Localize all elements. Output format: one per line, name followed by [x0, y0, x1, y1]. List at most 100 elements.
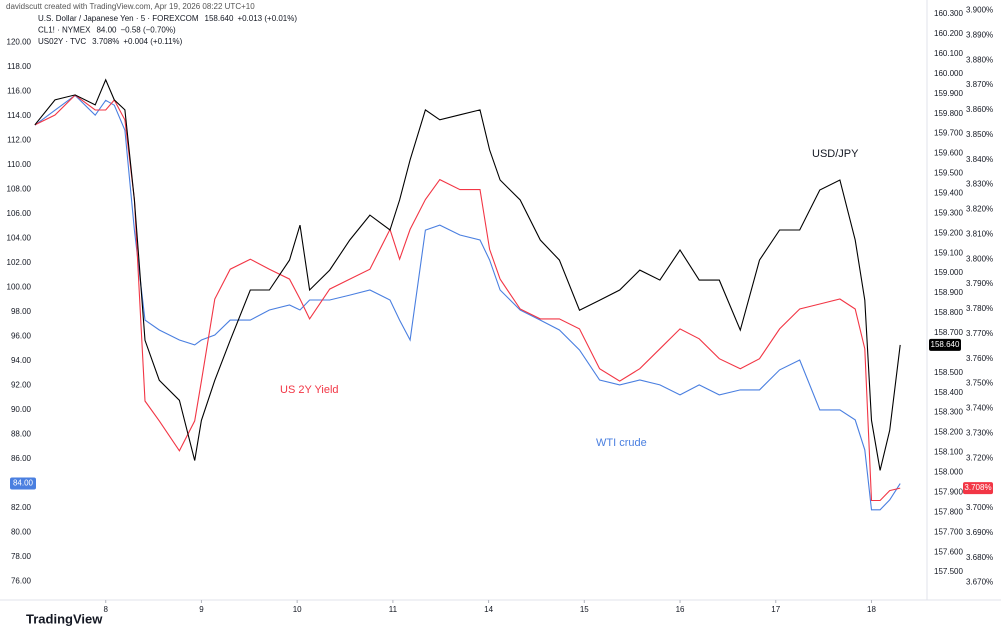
- y-tick-label: 3.730%: [966, 428, 993, 437]
- y-tick-label: 76.00: [11, 577, 32, 586]
- series-line: [34, 94, 901, 502]
- legend-name: U.S. Dollar / Japanese Yen · 5 · FOREXCO…: [38, 14, 199, 23]
- y-tick-label: 96.00: [11, 332, 32, 341]
- y-tick-label: 159.600: [934, 149, 963, 158]
- legend-change: −0.58 (−0.70%): [121, 26, 176, 35]
- y-tick-label: 3.760%: [966, 354, 993, 363]
- x-tick-label: 16: [676, 605, 685, 614]
- y-tick-label: 3.780%: [966, 304, 993, 313]
- y-tick-label: 158.400: [934, 388, 963, 397]
- y-tick-label: 80.00: [11, 528, 32, 537]
- legend-value: 84.00: [96, 26, 117, 35]
- y-tick-label: 3.850%: [966, 130, 993, 139]
- y-tick-label: 158.500: [934, 368, 963, 377]
- legend-value: 3.708%: [92, 37, 119, 46]
- y-tick-label: 3.830%: [966, 180, 993, 189]
- y-tick-label: 3.860%: [966, 105, 993, 114]
- x-tick-label: 8: [103, 605, 108, 614]
- y-tick-label: 157.800: [934, 507, 963, 516]
- legend-change: +0.004 (+0.11%): [123, 37, 182, 46]
- y-tick-label: 3.880%: [966, 55, 993, 64]
- y-tick-label: 159.900: [934, 89, 963, 98]
- y-tick-label: 118.00: [7, 62, 31, 71]
- y-tick-label: 102.00: [7, 258, 32, 267]
- y-tick-label: 106.00: [7, 209, 32, 218]
- y-tick-label: 112.00: [7, 135, 31, 144]
- price-tag: [10, 477, 36, 490]
- legend-name: CL1! · NYMEX: [38, 26, 91, 35]
- y-tick-label: 158.900: [934, 288, 963, 297]
- y-tick-label: 158.100: [934, 448, 963, 457]
- price-tag-label: 84.00: [13, 479, 34, 488]
- y-tick-label: 3.840%: [966, 155, 993, 164]
- y-tick-label: 157.700: [934, 527, 963, 536]
- y-tick-label: 3.900%: [966, 6, 993, 15]
- y-tick-label: 120.00: [7, 37, 32, 46]
- y-tick-label: 3.680%: [966, 553, 993, 562]
- series-line: [34, 78, 901, 471]
- y-tick-label: 3.720%: [966, 453, 993, 462]
- y-tick-label: 158.300: [934, 408, 963, 417]
- y-tick-label: 159.800: [934, 109, 963, 118]
- price-tag-label: 158.640: [931, 340, 960, 349]
- y-tick-label: 100.00: [7, 283, 32, 292]
- y-tick-label: 104.00: [7, 234, 32, 243]
- y-tick-label: 114.00: [7, 111, 31, 120]
- legend-value: 158.640: [205, 14, 234, 23]
- y-tick-label: 3.770%: [966, 329, 993, 338]
- y-tick-label: 158.700: [934, 328, 963, 337]
- x-tick-label: 15: [580, 605, 589, 614]
- x-tick-label: 14: [484, 605, 493, 614]
- legend-change: +0.013 (+0.01%): [237, 14, 297, 23]
- y-tick-label: 158.200: [934, 428, 963, 437]
- brand: TradingView: [26, 611, 103, 626]
- y-tick-label: 3.700%: [966, 503, 993, 512]
- y-tick-label: 90.00: [11, 405, 32, 414]
- y-tick-label: 160.300: [934, 9, 963, 18]
- series-line: [34, 94, 901, 511]
- y-tick-label: 159.400: [934, 188, 963, 197]
- y-tick-label: 3.690%: [966, 528, 993, 537]
- y-tick-label: 86.00: [11, 454, 32, 463]
- y-tick-label: 88.00: [11, 430, 32, 439]
- x-tick-label: 18: [867, 605, 876, 614]
- y-tick-label: 160.000: [934, 69, 963, 78]
- x-tick-label: 10: [293, 605, 302, 614]
- y-tick-label: 157.600: [934, 547, 963, 556]
- price-tag: [929, 338, 961, 351]
- y-tick-label: 98.00: [11, 307, 32, 316]
- price-tag-label: 3.708%: [964, 483, 991, 492]
- y-tick-label: 159.000: [934, 268, 963, 277]
- y-tick-label: 158.000: [934, 468, 963, 477]
- x-tick-label: 11: [389, 605, 398, 614]
- y-tick-label: 158.800: [934, 308, 963, 317]
- price-tag: [963, 482, 993, 495]
- y-tick-label: 3.670%: [966, 578, 993, 587]
- annotation: WTI crude: [596, 437, 647, 449]
- x-tick-label: 9: [199, 605, 204, 614]
- y-tick-label: 159.500: [934, 169, 963, 178]
- y-tick-label: 110.00: [7, 160, 31, 169]
- y-tick-label: 157.500: [934, 567, 963, 576]
- y-tick-label: 78.00: [11, 552, 32, 561]
- y-tick-label: 160.200: [934, 29, 963, 38]
- y-tick-label: 3.820%: [966, 205, 993, 214]
- y-tick-label: 94.00: [11, 356, 32, 365]
- y-tick-label: 3.810%: [966, 229, 993, 238]
- y-tick-label: 82.00: [11, 503, 32, 512]
- y-tick-label: 3.890%: [966, 30, 993, 39]
- y-tick-label: 160.100: [934, 49, 963, 58]
- x-tick-label: 17: [771, 605, 780, 614]
- y-tick-label: 3.740%: [966, 404, 993, 413]
- y-tick-label: 159.100: [934, 248, 963, 257]
- y-tick-label: 116.00: [7, 86, 31, 95]
- y-tick-label: 3.790%: [966, 279, 993, 288]
- y-tick-label: 3.800%: [966, 254, 993, 263]
- y-tick-label: 159.700: [934, 129, 963, 138]
- y-tick-label: 159.300: [934, 208, 963, 217]
- y-tick-label: 3.750%: [966, 379, 993, 388]
- y-tick-label: 92.00: [11, 381, 32, 390]
- credit: davidscutt created with TradingView.com,…: [6, 2, 255, 11]
- y-tick-label: 157.900: [934, 487, 963, 496]
